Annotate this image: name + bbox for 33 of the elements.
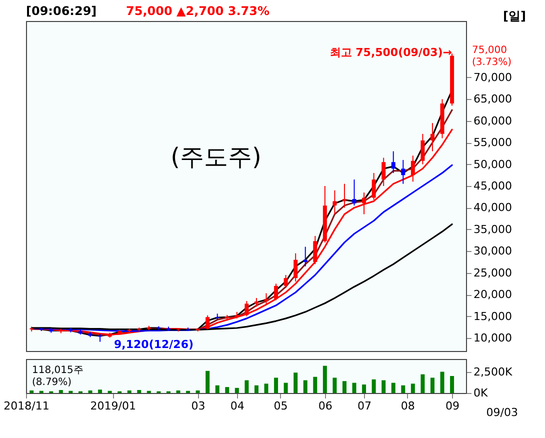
y-tick-label: 35,000 <box>474 222 512 236</box>
y-tick-label: 25,000 <box>474 266 512 280</box>
text: [일] <box>503 9 526 23</box>
y-tick-label: 10,000 <box>474 331 512 344</box>
y-tick-label: 45,000 <box>474 180 512 192</box>
x-tick-label: 05 <box>274 400 288 412</box>
x-tick-label: 2018/11 <box>4 400 50 412</box>
x-tick-label: 03 <box>191 400 206 412</box>
y-tick-label: 20,000 <box>474 288 512 302</box>
y-tick-label: 2,500K <box>474 365 513 378</box>
x-tick-label: 06 <box>318 400 332 412</box>
annotation: (주도주) <box>170 143 262 171</box>
y-tick-label: 40,000 <box>474 201 512 214</box>
y-tick-label: 55,000 <box>474 136 512 150</box>
y-tick-label: 0K <box>474 386 488 400</box>
y-tick-label: 15,000 <box>474 310 512 323</box>
text: 09/03 <box>486 406 518 419</box>
chart-title: [09:06:29] <box>26 4 97 18</box>
annotation: 9,120(12/26) <box>114 338 194 351</box>
x-tick-label: 07 <box>358 400 372 412</box>
y-tick-label: 60,000 <box>474 114 512 128</box>
text: 75,000 (3.73%) <box>472 45 512 68</box>
annotation: 118,015주 (8.79%) <box>32 365 84 388</box>
annotation: 최고 75,500(09/03)→ <box>330 46 452 59</box>
x-tick-label: 2019/01 <box>90 400 136 412</box>
y-tick-label: 65,000 <box>474 92 512 106</box>
y-tick-label: 30,000 <box>474 244 512 258</box>
y-tick-label: 70,000 <box>474 70 512 84</box>
chart-subtitle: 75,000 ▲2,700 3.73% <box>126 4 270 18</box>
x-tick-label: 04 <box>230 400 244 412</box>
x-tick-label: 08 <box>400 400 415 412</box>
x-tick-label: 09 <box>446 400 460 412</box>
y-tick-label: 50,000 <box>474 158 512 171</box>
